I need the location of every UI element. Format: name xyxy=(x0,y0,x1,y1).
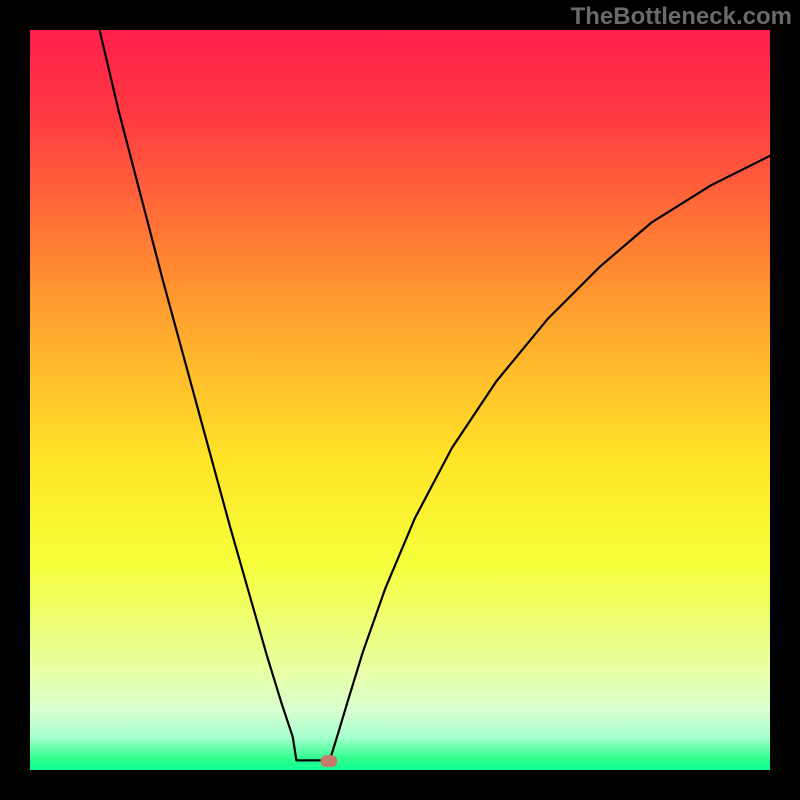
bottleneck-chart: TheBottleneck.com xyxy=(0,0,800,800)
watermark-text: TheBottleneck.com xyxy=(571,3,792,30)
plot-area xyxy=(30,30,770,770)
chart-svg: TheBottleneck.com xyxy=(0,0,800,800)
optimum-marker xyxy=(320,755,337,767)
